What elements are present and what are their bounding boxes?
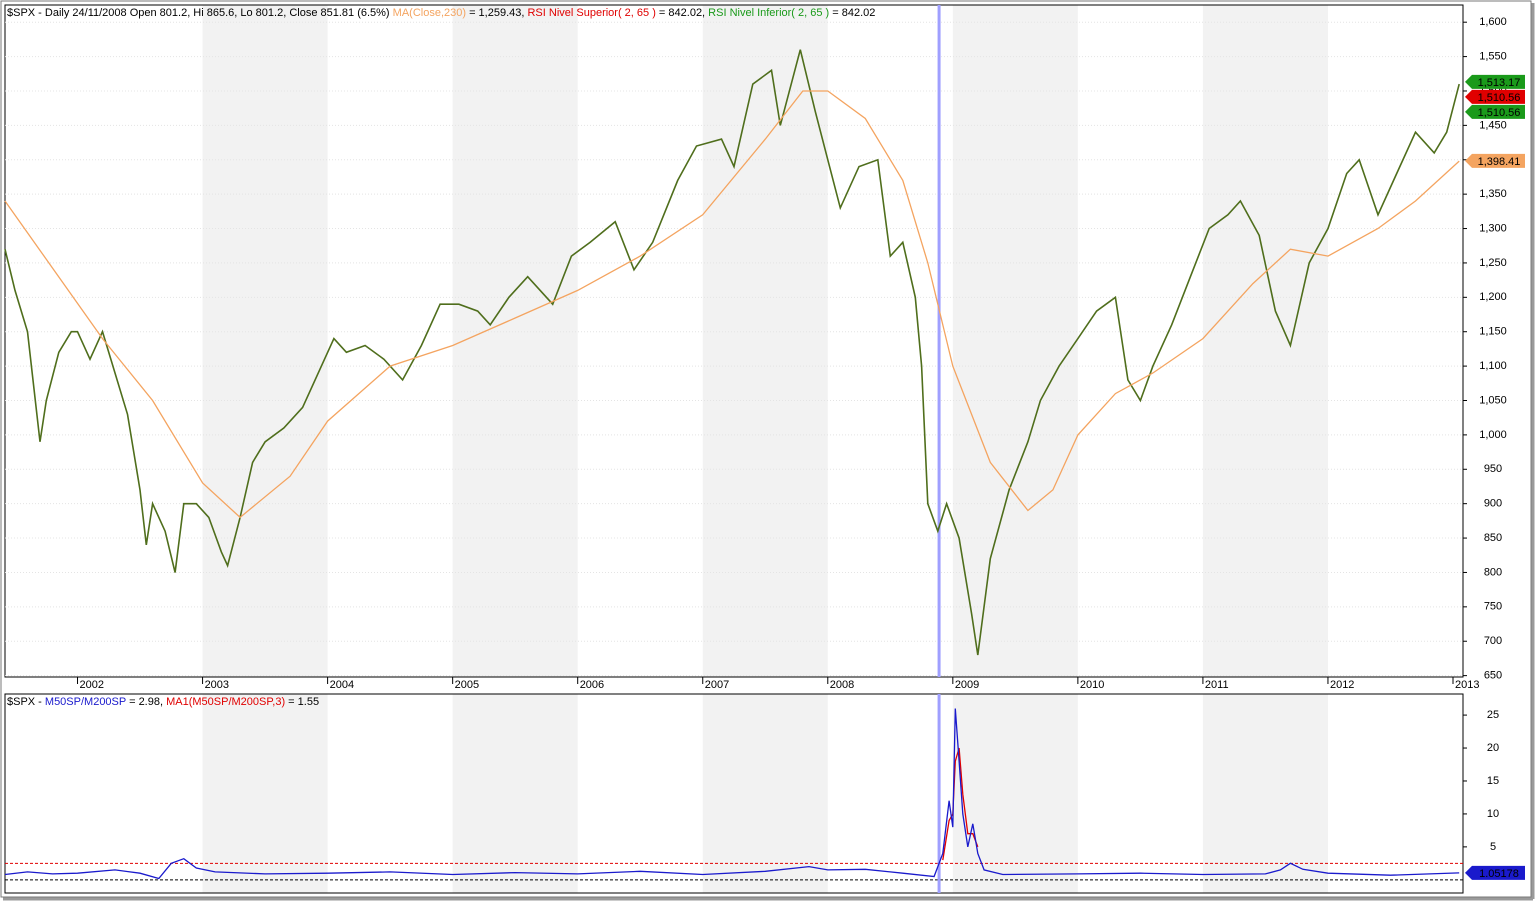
y-tick-label: 900	[1484, 498, 1502, 510]
year-shade	[952, 694, 1078, 893]
x-tick-label: 2008	[830, 679, 854, 691]
year-shade	[702, 694, 828, 893]
legend-item: = 2.98,	[126, 696, 166, 708]
x-tick-label: 2012	[1330, 679, 1354, 691]
y-tick-label: 5	[1490, 841, 1496, 853]
x-tick-label: 2004	[330, 679, 354, 691]
y-tick-label: 1,200	[1479, 291, 1507, 303]
y-tick-label: 800	[1484, 566, 1502, 578]
value-tag-label: 1.05178	[1479, 868, 1519, 880]
legend-item: = 842.02,	[656, 7, 708, 19]
legend-item: $SPX - Daily 24/11/2008 Open 801.2, Hi 8…	[7, 7, 393, 19]
value-tag	[1465, 104, 1525, 119]
y-tick-label: 850	[1484, 532, 1502, 544]
y-tick-label: 15	[1487, 775, 1499, 787]
year-shade	[1202, 5, 1328, 677]
year-shade	[202, 5, 328, 677]
x-tick-label: 2007	[705, 679, 729, 691]
legend-item: = 1,259.43,	[466, 7, 527, 19]
series-line	[4, 708, 1460, 880]
x-tick-label: 2005	[455, 679, 479, 691]
year-shade	[202, 694, 328, 893]
y-tick-label: 20	[1487, 742, 1499, 754]
legend: $SPX - M50SP/M200SP = 2.98, MA1(M50SP/M2…	[7, 696, 319, 708]
y-tick-label: 1,150	[1479, 326, 1507, 338]
value-tag	[1465, 89, 1525, 104]
panel-frame	[4, 693, 1464, 894]
year-shade	[952, 5, 1078, 677]
value-tag-label: 1,398.41	[1478, 156, 1521, 168]
x-tick-label: 2011	[1205, 679, 1229, 691]
value-tag	[1465, 74, 1525, 89]
legend-item: = 842.02	[829, 7, 875, 19]
y-tick-label: 25	[1487, 709, 1499, 721]
value-tag	[1465, 153, 1525, 168]
y-tick-label: 1,000	[1479, 429, 1507, 441]
x-tick-label: 2002	[80, 679, 104, 691]
y-tick-label: 750	[1484, 601, 1502, 613]
y-tick-label: 1,100	[1479, 360, 1507, 372]
y-tick-label: 1,300	[1479, 222, 1507, 234]
series-line	[4, 90, 1460, 519]
y-tick-label: 1,050	[1479, 394, 1507, 406]
y-tick-label: 1,600	[1479, 16, 1507, 28]
y-tick-label: 700	[1484, 635, 1502, 647]
year-shade	[702, 5, 828, 677]
y-tick-label: 1,450	[1479, 119, 1507, 131]
x-tick-label: 2009	[955, 679, 979, 691]
year-shade	[452, 694, 578, 893]
y-tick-label: 1,350	[1479, 188, 1507, 200]
y-tick-label: 950	[1484, 463, 1502, 475]
legend-item: M50SP/M200SP	[45, 696, 126, 708]
legend-item: RSI Nivel Superior( 2, 65 )	[527, 7, 655, 19]
legend-item: RSI Nivel Inferior( 2, 65 )	[708, 7, 829, 19]
panel-frame	[4, 4, 1464, 678]
x-tick-label: 2003	[205, 679, 229, 691]
y-tick-label: 650	[1484, 670, 1502, 682]
y-tick-label: 10	[1487, 808, 1499, 820]
x-tick-label: 2013	[1455, 679, 1479, 691]
y-tick-label: 1,550	[1479, 50, 1507, 62]
x-tick-label: 2010	[1080, 679, 1104, 691]
legend-item: MA1(M50SP/M200SP,3)	[166, 696, 285, 708]
legend: $SPX - Daily 24/11/2008 Open 801.2, Hi 8…	[7, 7, 875, 19]
value-tag-label: 1,510.56	[1478, 107, 1521, 119]
value-tag	[1465, 865, 1525, 880]
year-shade	[452, 5, 578, 677]
y-tick-label: 1,250	[1479, 257, 1507, 269]
legend-item: = 1.55	[285, 696, 319, 708]
value-tag-label: 1,510.56	[1478, 92, 1521, 104]
series-line	[4, 49, 1460, 656]
legend-item: $SPX -	[7, 696, 45, 708]
legend-item: MA(Close,230)	[393, 7, 466, 19]
year-shade	[1202, 694, 1328, 893]
x-tick-label: 2006	[580, 679, 604, 691]
value-tag-label: 1,513.17	[1478, 77, 1521, 89]
